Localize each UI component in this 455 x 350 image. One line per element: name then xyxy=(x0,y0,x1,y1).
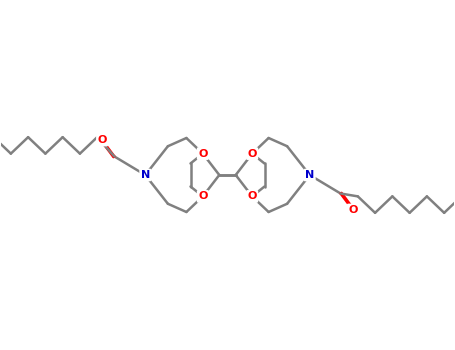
Text: O: O xyxy=(198,149,207,159)
Text: O: O xyxy=(348,205,358,215)
Text: O: O xyxy=(248,149,257,159)
Text: O: O xyxy=(198,191,207,201)
Text: O: O xyxy=(248,191,257,201)
Text: O: O xyxy=(97,135,107,145)
Text: N: N xyxy=(305,170,314,180)
Text: N: N xyxy=(141,170,150,180)
